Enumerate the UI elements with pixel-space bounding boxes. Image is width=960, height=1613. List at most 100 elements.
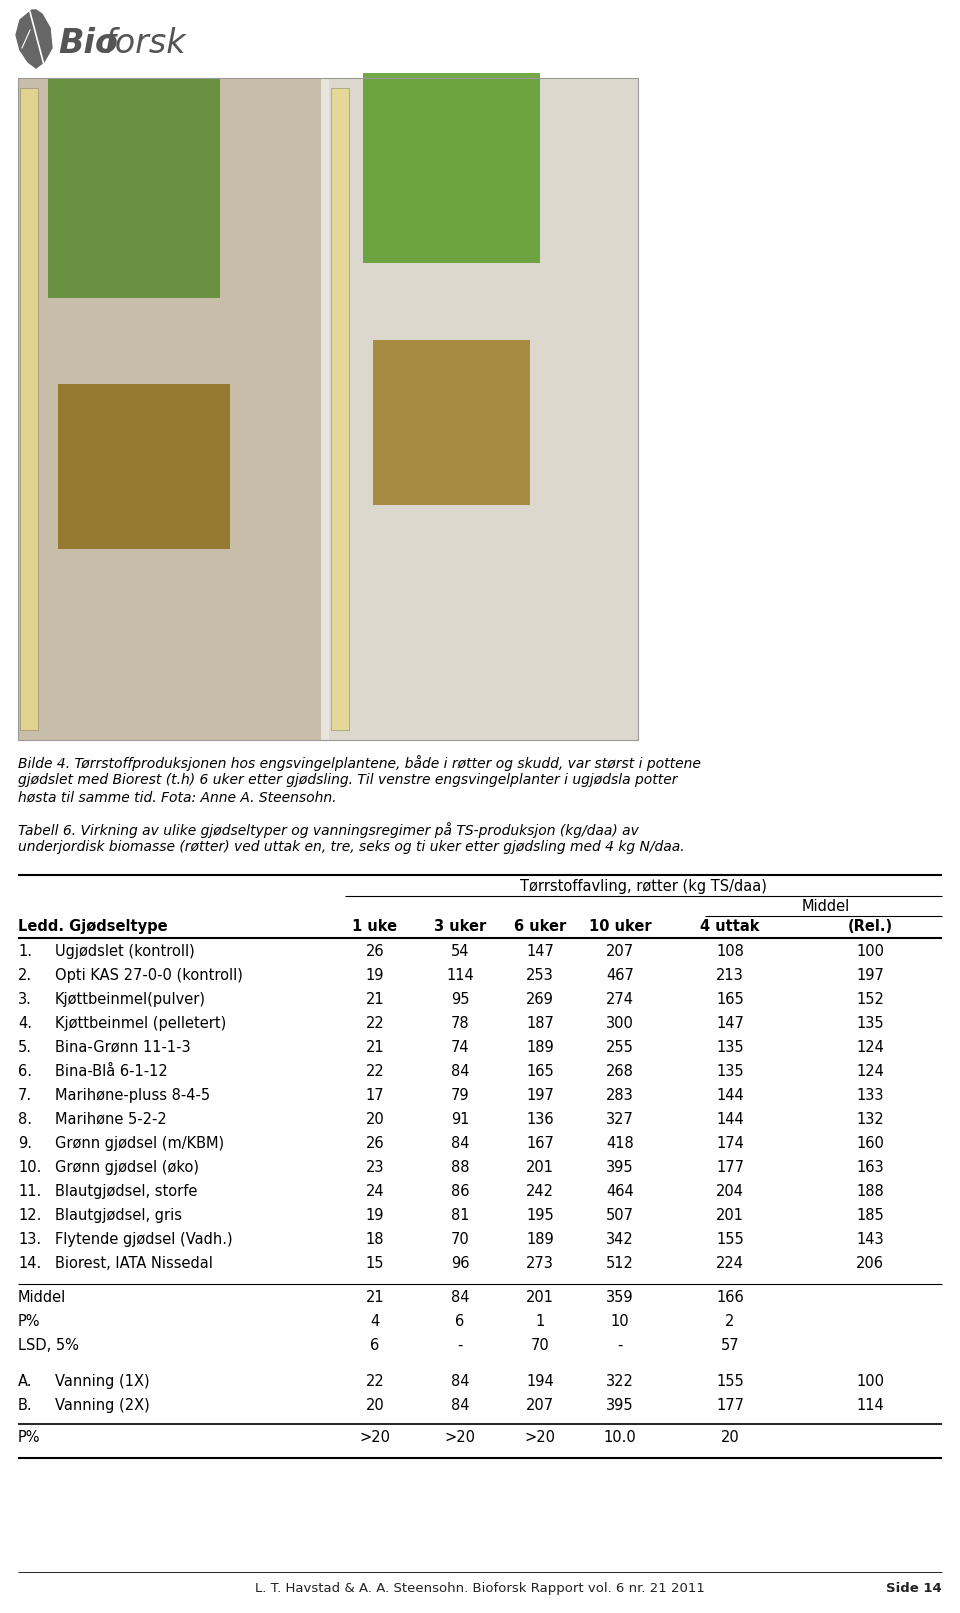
Text: P%: P%: [18, 1315, 40, 1329]
Text: 70: 70: [450, 1232, 469, 1247]
Text: 135: 135: [856, 1016, 884, 1031]
Text: 464: 464: [606, 1184, 634, 1198]
Text: 197: 197: [856, 968, 884, 982]
Text: Side 14: Side 14: [886, 1582, 942, 1595]
Text: Marihøne-pluss 8-4-5: Marihøne-pluss 8-4-5: [55, 1089, 210, 1103]
Text: Bilde 4. Tørrstoffproduksjonen hos engsvingelplantene, både i røtter og skudd, v: Bilde 4. Tørrstoffproduksjonen hos engsv…: [18, 755, 701, 771]
Text: 300: 300: [606, 1016, 634, 1031]
Text: 78: 78: [450, 1016, 469, 1031]
Text: Kjøttbeinmel (pelletert): Kjøttbeinmel (pelletert): [55, 1016, 227, 1031]
Text: 3 uker: 3 uker: [434, 919, 486, 934]
Text: Biorest, IATA Nissedal: Biorest, IATA Nissedal: [55, 1257, 213, 1271]
Text: 1.: 1.: [18, 944, 32, 960]
Text: 2: 2: [726, 1315, 734, 1329]
Text: 57: 57: [721, 1339, 739, 1353]
Text: 6: 6: [455, 1315, 465, 1329]
Text: -: -: [617, 1339, 623, 1353]
Text: 10 uker: 10 uker: [588, 919, 651, 934]
Text: 74: 74: [450, 1040, 469, 1055]
Text: L. T. Havstad & A. A. Steensohn. Bioforsk Rapport vol. 6 nr. 21 2011: L. T. Havstad & A. A. Steensohn. Biofors…: [255, 1582, 705, 1595]
Text: 242: 242: [526, 1184, 554, 1198]
Text: gjødslet med Biorest (t.h) 6 uker etter gjødsling. Til venstre engsvingelplanter: gjødslet med Biorest (t.h) 6 uker etter …: [18, 773, 678, 787]
Text: 143: 143: [856, 1232, 884, 1247]
Text: 10.0: 10.0: [604, 1431, 636, 1445]
Bar: [328, 77, 638, 740]
Text: 108: 108: [716, 944, 744, 960]
Bar: [18, 77, 323, 740]
Text: 187: 187: [526, 1016, 554, 1031]
Text: P%: P%: [18, 1431, 40, 1445]
Text: 147: 147: [716, 1016, 744, 1031]
Text: 3.: 3.: [18, 992, 32, 1007]
Text: 165: 165: [526, 1065, 554, 1079]
Text: Ugjødslet (kontroll): Ugjødslet (kontroll): [55, 944, 195, 960]
Text: Vanning (2X): Vanning (2X): [55, 1398, 150, 1413]
Text: 114: 114: [446, 968, 474, 982]
Text: 91: 91: [451, 1111, 469, 1127]
Text: 342: 342: [606, 1232, 634, 1247]
Text: 273: 273: [526, 1257, 554, 1271]
Text: 185: 185: [856, 1208, 884, 1223]
Text: 79: 79: [450, 1089, 469, 1103]
Text: Tabell 6. Virkning av ulike gjødseltyper og vanningsregimer på TS-produksjon (kg: Tabell 6. Virkning av ulike gjødseltyper…: [18, 823, 638, 837]
Text: 147: 147: [526, 944, 554, 960]
Text: 22: 22: [366, 1374, 384, 1389]
Bar: [48, 77, 220, 298]
Text: 24: 24: [366, 1184, 384, 1198]
Text: 2.: 2.: [18, 968, 32, 982]
Text: 13.: 13.: [18, 1232, 41, 1247]
Text: 418: 418: [606, 1136, 634, 1152]
Text: 21: 21: [366, 1040, 384, 1055]
Text: 26: 26: [366, 944, 384, 960]
Text: 213: 213: [716, 968, 744, 982]
Text: 86: 86: [451, 1184, 469, 1198]
Text: 322: 322: [606, 1374, 634, 1389]
Text: 20: 20: [721, 1431, 739, 1445]
Text: 163: 163: [856, 1160, 884, 1174]
Text: >20: >20: [444, 1431, 475, 1445]
Text: 5.: 5.: [18, 1040, 32, 1055]
Text: 4 uttak: 4 uttak: [700, 919, 759, 934]
Bar: [331, 89, 349, 731]
Text: 7.: 7.: [18, 1089, 32, 1103]
Text: Grønn gjødsel (øko): Grønn gjødsel (øko): [55, 1160, 199, 1174]
Text: 20: 20: [366, 1398, 384, 1413]
Text: 22: 22: [366, 1016, 384, 1031]
Text: 84: 84: [451, 1290, 469, 1305]
Text: 4: 4: [371, 1315, 379, 1329]
Text: forsk: forsk: [104, 27, 186, 60]
Text: 17: 17: [366, 1089, 384, 1103]
Text: 70: 70: [531, 1339, 549, 1353]
Bar: [20, 89, 38, 731]
Text: 224: 224: [716, 1257, 744, 1271]
Text: høsta til samme tid. Fota: Anne A. Steensohn.: høsta til samme tid. Fota: Anne A. Steen…: [18, 790, 337, 805]
Text: 136: 136: [526, 1111, 554, 1127]
Text: 197: 197: [526, 1089, 554, 1103]
Text: 96: 96: [451, 1257, 469, 1271]
Text: 327: 327: [606, 1111, 634, 1127]
Bar: [363, 73, 540, 263]
Text: >20: >20: [359, 1431, 391, 1445]
Text: 26: 26: [366, 1136, 384, 1152]
Text: 155: 155: [716, 1232, 744, 1247]
Text: 20: 20: [366, 1111, 384, 1127]
Polygon shape: [16, 10, 52, 68]
Text: 12.: 12.: [18, 1208, 41, 1223]
Text: 467: 467: [606, 968, 634, 982]
Bar: [18, 77, 638, 740]
Text: 144: 144: [716, 1111, 744, 1127]
Text: underjordisk biomasse (røtter) ved uttak en, tre, seks og ti uker etter gjødslin: underjordisk biomasse (røtter) ved uttak…: [18, 840, 684, 853]
Text: 144: 144: [716, 1089, 744, 1103]
Text: 165: 165: [716, 992, 744, 1007]
Text: 274: 274: [606, 992, 634, 1007]
Text: Blautgjødsel, storfe: Blautgjødsel, storfe: [55, 1184, 198, 1198]
Text: 21: 21: [366, 1290, 384, 1305]
Text: Kjøttbeinmel(pulver): Kjøttbeinmel(pulver): [55, 992, 206, 1007]
Text: 124: 124: [856, 1065, 884, 1079]
Text: Vanning (1X): Vanning (1X): [55, 1374, 150, 1389]
Text: 512: 512: [606, 1257, 634, 1271]
Text: Middel: Middel: [18, 1290, 66, 1305]
Text: 160: 160: [856, 1136, 884, 1152]
Text: 114: 114: [856, 1398, 884, 1413]
Text: 167: 167: [526, 1136, 554, 1152]
